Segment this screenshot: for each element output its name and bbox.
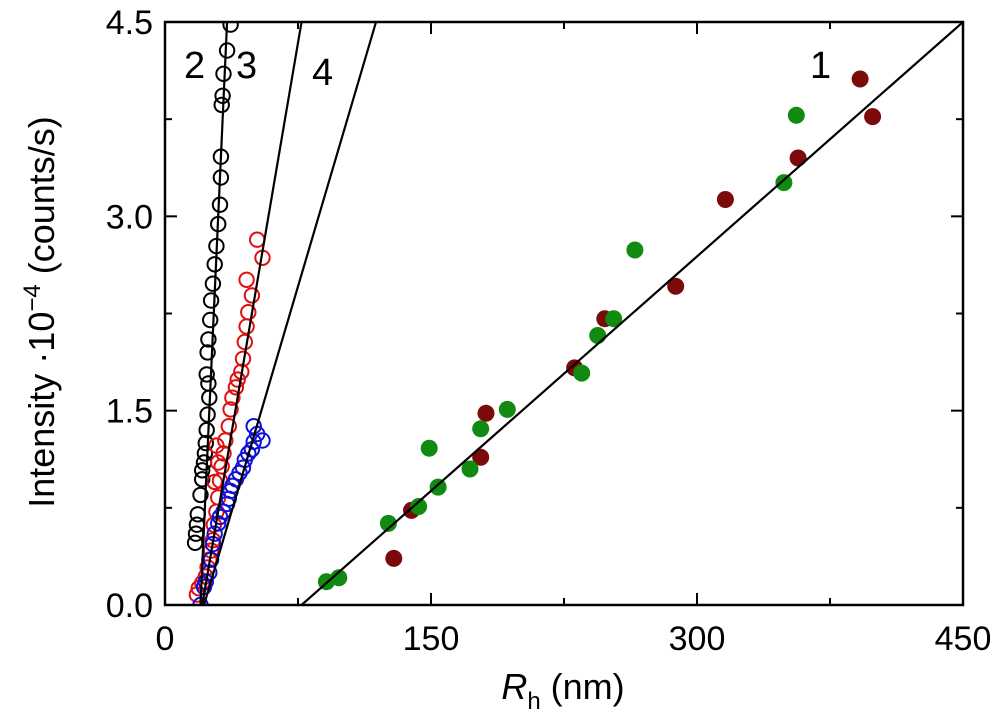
data-point <box>249 231 266 248</box>
curve-label-2: 2 <box>184 45 205 87</box>
data-point <box>330 569 348 587</box>
fit-line-1 <box>300 22 963 605</box>
ticks-layer: 0 150 300 450 0.0 1.5 3.0 4.5 <box>106 4 992 658</box>
data-point <box>198 366 215 383</box>
x-axis-label: Rh (nm) <box>501 666 624 714</box>
x-tick-label: 450 <box>935 620 992 658</box>
data-point <box>206 473 223 491</box>
data-point <box>851 70 869 88</box>
data-point <box>224 389 241 406</box>
data-point <box>194 471 211 488</box>
data-point <box>461 460 479 478</box>
fit-line-4 <box>202 22 378 605</box>
series-1-green <box>317 106 805 591</box>
data-point <box>626 241 644 259</box>
data-point <box>202 311 219 329</box>
x-axis-label-symbol: R <box>501 666 527 707</box>
data-point <box>199 406 216 423</box>
y-axis-label-main: Intensity ·10 <box>21 312 62 508</box>
data-point <box>429 478 447 496</box>
data-point <box>199 344 216 361</box>
data-point <box>196 445 214 462</box>
series-4 <box>192 418 271 605</box>
data-point <box>204 275 222 292</box>
x-tick-label: 0 <box>156 620 175 658</box>
data-point <box>716 191 734 208</box>
x-tick-label: 150 <box>403 620 460 658</box>
y-tick-label: 4.5 <box>106 4 153 42</box>
data-point <box>667 277 685 295</box>
data-point <box>202 292 220 309</box>
data-point <box>240 304 257 321</box>
y-axis-label-unit: (counts/s) <box>21 116 62 284</box>
data-point <box>605 310 623 328</box>
data-point <box>254 432 271 449</box>
curve-label-4: 4 <box>312 52 333 94</box>
data-point <box>213 96 230 114</box>
data-point <box>385 549 403 567</box>
curve-label-1: 1 <box>810 45 831 87</box>
data-point <box>498 400 516 418</box>
data-point <box>420 439 438 457</box>
data-point <box>222 401 239 418</box>
data-point <box>222 22 239 33</box>
y-tick-label: 3.0 <box>106 198 153 236</box>
data-point <box>197 434 215 452</box>
data-point <box>477 404 495 422</box>
data-point <box>775 174 793 192</box>
data-point <box>208 437 225 454</box>
data-point <box>864 108 882 126</box>
data-point <box>472 420 490 438</box>
y-axis-label-exponent: −4 <box>19 284 46 311</box>
data-point <box>200 331 217 348</box>
x-axis-label-subscript: h <box>527 688 540 714</box>
data-point <box>238 271 255 288</box>
data-point <box>236 333 254 351</box>
data-point <box>200 375 217 392</box>
series-1-dark-red <box>385 70 882 567</box>
data-point <box>192 486 209 504</box>
data-series-layer <box>186 22 882 605</box>
data-point <box>213 458 230 475</box>
data-point <box>218 42 236 59</box>
data-point <box>589 327 607 344</box>
y-axis-label: Intensity ·10−4 (counts/s) <box>19 116 62 508</box>
y-tick-label: 1.5 <box>106 393 153 431</box>
data-point <box>379 514 397 532</box>
x-axis-label-unit: (nm) <box>541 666 625 707</box>
data-point <box>189 506 207 523</box>
data-point <box>194 462 211 479</box>
plot-frame <box>163 20 965 607</box>
data-point <box>573 364 591 382</box>
data-point <box>220 418 238 435</box>
fit-line-3 <box>201 22 303 605</box>
data-point <box>472 448 490 466</box>
curve-label-3: 3 <box>236 45 257 87</box>
data-point <box>227 379 245 396</box>
data-point <box>789 149 807 167</box>
y-tick-label: 0.0 <box>106 587 153 625</box>
data-point <box>410 498 428 515</box>
data-point <box>787 106 805 124</box>
fit-lines-layer <box>199 22 963 605</box>
data-point <box>198 421 215 439</box>
data-point <box>229 371 246 388</box>
series-2 <box>186 22 239 551</box>
x-tick-label: 300 <box>669 620 726 658</box>
data-point <box>243 287 261 304</box>
fit-line-2 <box>199 22 229 605</box>
